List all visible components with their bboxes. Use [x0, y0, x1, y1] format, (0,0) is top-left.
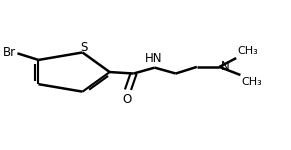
Text: CH₃: CH₃	[241, 77, 262, 87]
Text: HN: HN	[145, 52, 162, 65]
Text: O: O	[122, 93, 131, 106]
Text: Br: Br	[3, 46, 16, 59]
Text: CH₃: CH₃	[237, 46, 258, 56]
Text: S: S	[80, 41, 88, 54]
Text: N: N	[221, 60, 230, 73]
